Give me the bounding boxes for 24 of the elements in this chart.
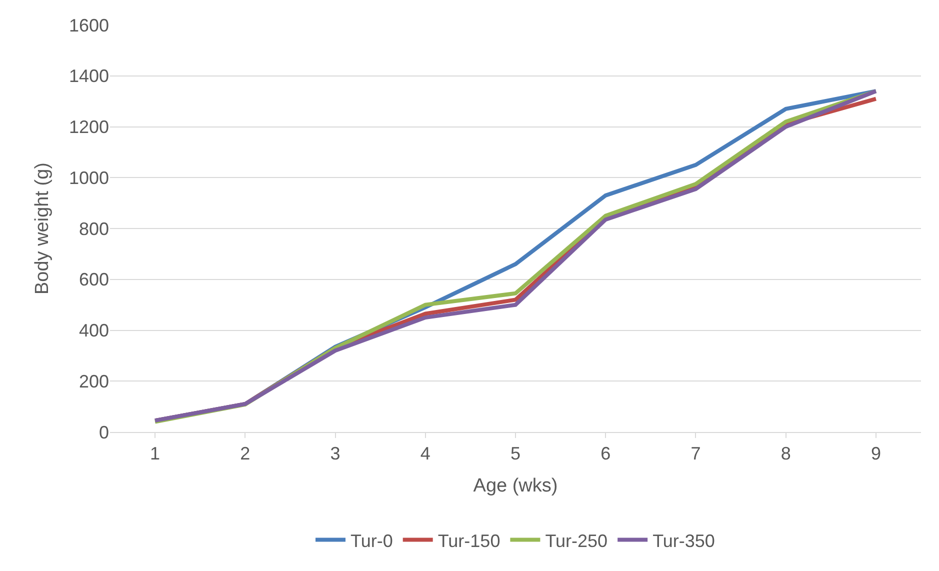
x-tick-label: 3 [330,444,340,464]
y-tick-label: 400 [78,320,109,341]
x-tick-label: 8 [780,444,791,464]
y-tick-label: 800 [78,218,109,239]
x-axis-title: Age (wks) [473,475,558,496]
y-tick-label: 200 [78,371,109,392]
x-tick-label: 1 [150,444,160,464]
y-axis-title: Body weight (g) [32,162,53,295]
legend-label: Tur-150 [438,530,500,551]
y-tick-label: 600 [78,270,109,290]
y-tick-label: 1600 [68,15,109,36]
legend-label: Tur-0 [350,530,393,551]
y-tick-label: 1000 [68,168,109,188]
x-tick-label: 6 [600,444,611,464]
y-tick-label: 1200 [68,117,109,138]
x-tick-label: 5 [510,444,521,464]
legend-label: Tur-250 [545,530,608,551]
y-tick-label: 1400 [68,66,109,86]
x-tick-label: 4 [420,444,430,464]
x-tick-label: 2 [240,444,250,464]
x-tick-label: 7 [690,444,701,464]
legend-label: Tur-350 [652,530,715,551]
y-tick-label: 0 [98,422,109,442]
x-tick-label: 9 [870,444,881,464]
